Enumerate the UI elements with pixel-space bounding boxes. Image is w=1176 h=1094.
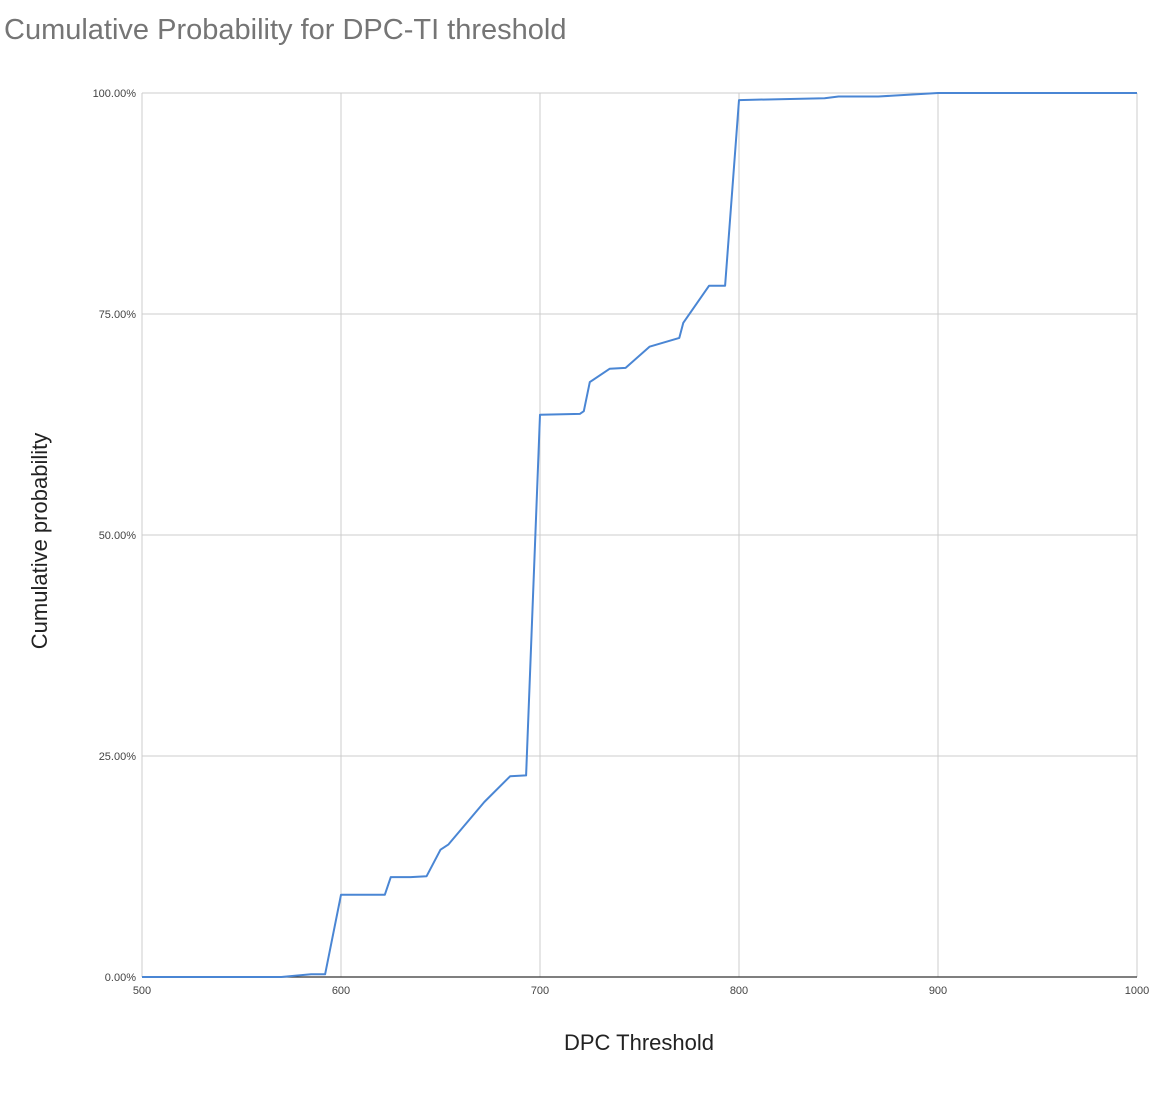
x-tick-label: 900 (929, 985, 947, 997)
chart-title: Cumulative Probability for DPC-TI thresh… (4, 14, 567, 46)
x-tick-label: 1000 (1125, 985, 1149, 997)
x-axis-label: DPC Threshold (564, 1030, 714, 1055)
x-tick-label: 500 (133, 985, 151, 997)
x-tick-label: 600 (332, 985, 350, 997)
y-tick-label: 100.00% (93, 88, 137, 100)
y-tick-label: 25.00% (99, 751, 137, 763)
tick-labels: 500 600 700 800 900 1000 0.00% 25.00% 50.00% 75.0… (93, 88, 1150, 997)
y-tick-label: 75.00% (99, 309, 137, 321)
series-line (142, 92, 1137, 978)
x-tick-label: 800 (730, 985, 748, 997)
axes (141, 93, 1137, 978)
gridlines (142, 92, 1138, 977)
series-group (142, 92, 1137, 978)
y-tick-label: 0.00% (105, 972, 136, 984)
y-tick-label: 50.00% (99, 530, 137, 542)
x-tick-label: 700 (531, 985, 549, 997)
